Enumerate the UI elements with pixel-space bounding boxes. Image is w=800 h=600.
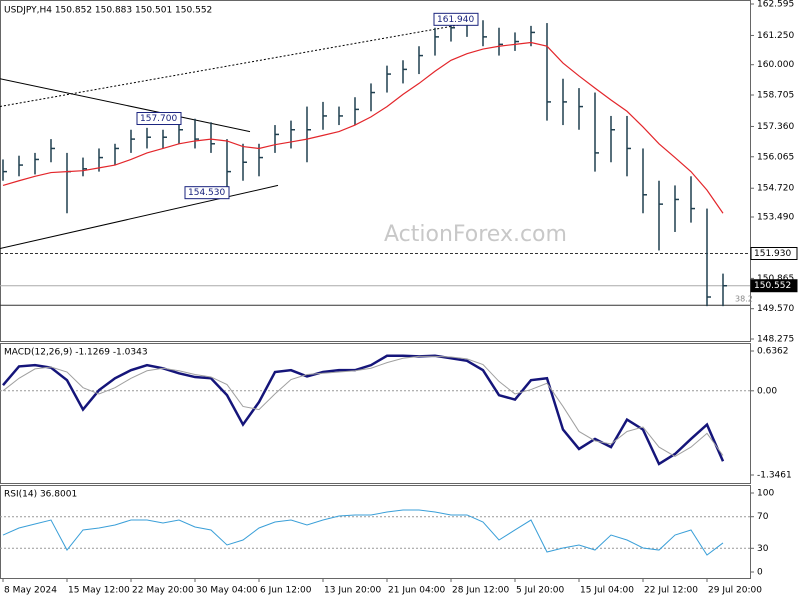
annotation-box (433, 12, 479, 26)
annotation-label: 154.530 (188, 188, 225, 198)
macd-panel (0, 343, 751, 484)
y-tick-label: 153.490 (757, 213, 794, 223)
y-tick-label: 148.275 (757, 335, 794, 345)
y-tick-label: 157.360 (757, 122, 794, 132)
y-tick-label: -1.3461 (757, 471, 792, 481)
rsi-title: RSI(14) 36.8001 (4, 490, 77, 500)
channel-line (0, 22, 471, 107)
price-level-label: 150.552 (754, 281, 791, 291)
macd-title: MACD(12,26,9) -1.1269 -1.0343 (4, 348, 148, 358)
x-tick-label: 6 Jun 12:00 (260, 586, 312, 596)
x-tick-label: 5 Jul 20:00 (516, 586, 565, 596)
price-title: USDJPY,H4 150.852 150.883 150.501 150.55… (4, 6, 212, 16)
price-level-box (750, 279, 798, 293)
price-level-label: 151.930 (754, 249, 791, 259)
y-tick-label: 158.705 (757, 91, 794, 101)
y-tick-label: 156.065 (757, 152, 794, 162)
annotation-box (184, 186, 230, 200)
indicator-line (2, 354, 725, 466)
trend-line (0, 78, 251, 133)
y-tick-label: 100 (757, 489, 774, 499)
indicator-line (2, 509, 724, 556)
y-tick-label: 160.000 (757, 60, 794, 70)
rsi-panel (0, 485, 751, 579)
x-tick-label: 30 May 04:00 (196, 586, 258, 596)
x-tick-label: 8 May 2024 (4, 586, 57, 596)
annotation-box (136, 112, 182, 126)
fib-label: 38.2 (735, 295, 753, 304)
x-tick-label: 15 Jul 04:00 (580, 586, 634, 596)
y-tick-label: 0 (757, 568, 763, 578)
annotation-label: 161.940 (437, 15, 474, 25)
y-tick-label: 162.595 (757, 0, 794, 10)
x-tick-label: 13 Jun 20:00 (324, 586, 381, 596)
y-tick-label: 0.6362 (757, 347, 789, 357)
price-panel (0, 0, 751, 342)
x-tick-label: 28 Jun 12:00 (452, 586, 509, 596)
x-tick-label: 22 Jul 12:00 (644, 586, 698, 596)
price-level-box (750, 246, 798, 260)
annotation-label: 157.700 (140, 114, 177, 124)
x-tick-label: 21 Jun 04:00 (388, 586, 445, 596)
y-tick-label: 30 (757, 544, 769, 554)
x-tick-label: 29 Jul 20:00 (708, 586, 762, 596)
trend-line (0, 184, 279, 249)
y-tick-label: 150.865 (757, 274, 794, 284)
x-tick-label: 22 May 20:00 (132, 586, 194, 596)
y-tick-label: 70 (757, 512, 769, 522)
y-tick-label: 161.250 (757, 31, 794, 41)
y-tick-label: 154.720 (757, 184, 794, 194)
x-tick-label: 15 May 12:00 (68, 586, 130, 596)
watermark: ActionForex.com (384, 222, 567, 247)
y-tick-label: 0.00 (757, 386, 777, 396)
y-tick-label: 149.570 (757, 304, 794, 314)
indicator-line (2, 355, 724, 458)
moving-average (2, 41, 724, 214)
